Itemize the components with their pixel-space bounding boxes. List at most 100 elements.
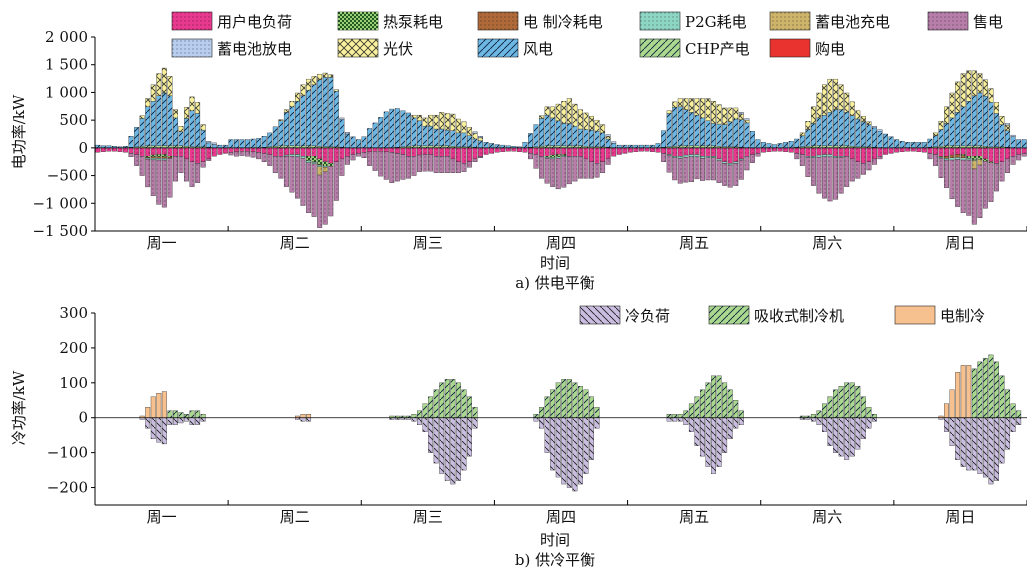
bar-pattern [594, 147, 600, 164]
bar-pattern [849, 146, 855, 148]
bar-pattern [317, 79, 322, 147]
bar-pattern [433, 147, 439, 157]
bar-pattern [988, 417, 994, 485]
bar-pattern [761, 142, 766, 148]
bar-pattern [417, 120, 422, 146]
bar-pattern [972, 160, 977, 169]
bar-pattern [422, 403, 428, 418]
bar-pattern [156, 95, 162, 146]
bar-pattern [328, 166, 334, 217]
bar-pattern [822, 156, 827, 199]
bar [966, 365, 972, 418]
bar-pattern [777, 143, 783, 148]
bar-pattern [827, 156, 833, 202]
bar-pattern [833, 109, 838, 146]
bar-pattern [611, 143, 616, 148]
bar-pattern [245, 151, 250, 157]
bar-pattern [716, 146, 722, 148]
bar-pattern [777, 147, 783, 152]
bar-pattern [150, 145, 156, 148]
bar-pattern [805, 157, 811, 177]
bar-pattern [722, 147, 727, 162]
bar-pattern [533, 147, 539, 155]
bar-pattern [311, 161, 317, 163]
legend-label: 光伏 [383, 40, 413, 58]
bar-pattern [988, 146, 994, 148]
bar-pattern [422, 145, 428, 148]
bar-pattern [794, 138, 800, 148]
y-tick-label: 500 [59, 111, 88, 129]
bar-pattern [988, 162, 994, 202]
bar-pattern [417, 410, 422, 418]
bar-pattern [849, 115, 855, 147]
bar-pattern [866, 121, 872, 125]
ylabel-b: 冷功率/kW [10, 370, 28, 445]
legend-label: 热泵耗电 [383, 13, 443, 31]
bar-pattern [150, 155, 156, 157]
bar-pattern [561, 147, 567, 155]
bar-pattern [605, 136, 611, 139]
bar-pattern [766, 147, 772, 152]
bar-pattern [833, 145, 838, 148]
bar-pattern [689, 156, 694, 182]
bar-pattern [966, 147, 972, 157]
bar-pattern [561, 154, 567, 156]
bar-pattern [972, 368, 977, 418]
bar-pattern [877, 131, 883, 148]
bar-pattern [966, 158, 972, 161]
bar-pattern [189, 146, 195, 148]
bar-pattern [550, 417, 555, 471]
bar-pattern [150, 158, 156, 160]
bar-pattern [1005, 417, 1010, 450]
bar-pattern [306, 417, 311, 422]
bar-pattern [461, 132, 467, 147]
bar-pattern [783, 147, 788, 152]
bar-pattern [311, 163, 317, 217]
bar-pattern [650, 145, 655, 148]
bar-pattern [433, 115, 439, 130]
bar-pattern [949, 92, 955, 118]
bar-pattern [461, 121, 467, 133]
bar-pattern [267, 146, 273, 148]
bar-pattern [883, 147, 888, 155]
bar-pattern [467, 127, 472, 136]
bar-pattern [838, 386, 844, 418]
bar-pattern [445, 417, 450, 481]
bar-pattern [195, 102, 200, 114]
bar-pattern [500, 145, 506, 148]
bar-pattern [472, 133, 478, 139]
legend-entry: 购电 [769, 38, 845, 58]
bar-pattern [994, 102, 999, 114]
bar-pattern [533, 414, 539, 418]
bar-pattern [273, 126, 278, 147]
bar-pattern [295, 154, 300, 157]
bar-pattern [561, 156, 567, 188]
bar-pattern [145, 145, 150, 148]
bar-pattern [200, 147, 206, 162]
bar-pattern [572, 104, 578, 127]
bars-a [95, 67, 1027, 228]
bar-pattern [739, 410, 744, 418]
bar-pattern [999, 375, 1005, 418]
bar-pattern [372, 122, 378, 148]
bar-pattern [811, 156, 816, 158]
bar-pattern [456, 382, 461, 418]
bar-pattern [400, 154, 406, 180]
bar-pattern [450, 158, 456, 173]
bar-pattern [944, 417, 949, 432]
bar-pattern [589, 147, 594, 162]
y-tick-label: 300 [59, 304, 88, 322]
bar-pattern [966, 160, 972, 216]
bar-pattern [284, 147, 289, 156]
bar-pattern [700, 145, 705, 148]
pos-stack-1 [167, 354, 1022, 418]
y-tick-label: −100 [47, 444, 88, 462]
bar-pattern [317, 166, 322, 176]
bar-pattern [189, 110, 195, 147]
bar-pattern [306, 160, 311, 163]
bar-pattern [428, 126, 433, 146]
bar-pattern [816, 117, 822, 146]
bar-pattern [461, 389, 467, 418]
bar-pattern [422, 117, 428, 127]
bar-pattern [977, 361, 983, 418]
